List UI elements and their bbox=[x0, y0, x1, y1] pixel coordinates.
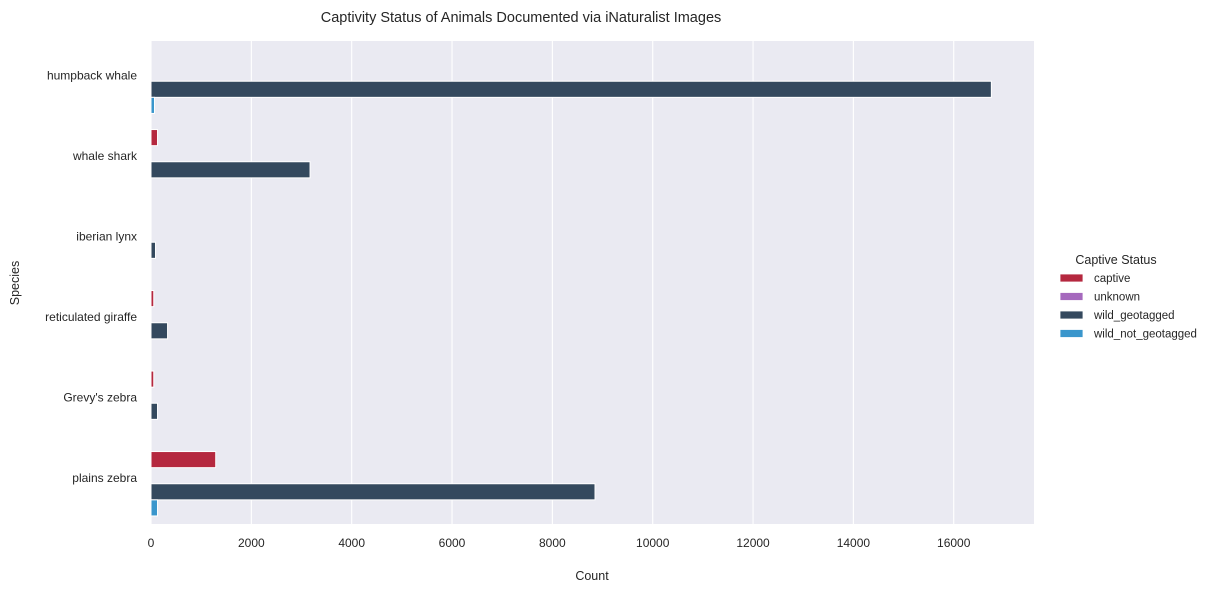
legend-swatch bbox=[1059, 310, 1084, 320]
bar-captive bbox=[150, 290, 155, 308]
bar-wild-geotagged bbox=[150, 322, 169, 340]
x-tick-label: 12000 bbox=[736, 536, 770, 550]
y-tick-label: reticulated giraffe bbox=[45, 310, 137, 324]
x-tick-label: 4000 bbox=[338, 536, 365, 550]
y-tick-label: whale shark bbox=[72, 149, 138, 163]
y-axis-label: Species bbox=[8, 261, 22, 305]
bar-captive bbox=[150, 370, 155, 388]
bar-wild-geotagged bbox=[150, 402, 159, 420]
bar-captive bbox=[150, 129, 159, 147]
legend-label: captive bbox=[1094, 273, 1130, 285]
bar-wild-geotagged bbox=[150, 80, 992, 98]
x-tick-label: 6000 bbox=[439, 536, 466, 550]
chart-title: Captivity Status of Animals Documented v… bbox=[321, 10, 722, 26]
bar-wild-geotagged bbox=[150, 161, 311, 179]
legend-label: wild_geotagged bbox=[1093, 310, 1175, 322]
legend-title: Captive Status bbox=[1075, 253, 1156, 267]
legend-swatch bbox=[1059, 329, 1084, 338]
legend-label: wild_not_geotagged bbox=[1093, 329, 1197, 341]
bars bbox=[150, 80, 992, 517]
y-tick-label: iberian lynx bbox=[76, 229, 137, 243]
x-axis-label: Count bbox=[575, 569, 609, 583]
y-tick-labels: humpback whale whale shark iberian lynx ret… bbox=[45, 68, 138, 485]
bar-wild-geotagged bbox=[150, 241, 157, 259]
bar-wild-not-geotagged bbox=[150, 499, 159, 517]
plot-area bbox=[151, 41, 1034, 524]
legend-swatch bbox=[1059, 292, 1084, 301]
grid-lines bbox=[150, 41, 955, 524]
bar-wild-geotagged bbox=[150, 483, 596, 501]
x-tick-label: 10000 bbox=[636, 536, 670, 550]
x-tick-label: 16000 bbox=[937, 536, 971, 550]
legend-swatch bbox=[1059, 273, 1084, 283]
x-tick-label: 8000 bbox=[539, 536, 566, 550]
x-tick-label: 0 bbox=[148, 536, 155, 550]
legend-items: captive unknown wild_geotagged wild_not_geo… bbox=[1059, 273, 1197, 341]
bar-wild-not-geotagged bbox=[150, 96, 156, 114]
legend: Captive Status captive unknown wild_geotag… bbox=[1059, 253, 1197, 341]
bar-captive bbox=[150, 451, 217, 469]
y-tick-label: Grevy's zebra bbox=[63, 390, 137, 404]
x-tick-labels: 0 2000 4000 6000 8000 10000 12000 14000 16000 bbox=[148, 536, 971, 550]
x-tick-label: 2000 bbox=[238, 536, 265, 550]
y-tick-label: humpback whale bbox=[47, 68, 137, 82]
legend-label: unknown bbox=[1094, 292, 1140, 304]
y-tick-label: plains zebra bbox=[72, 471, 137, 485]
x-tick-label: 14000 bbox=[837, 536, 871, 550]
